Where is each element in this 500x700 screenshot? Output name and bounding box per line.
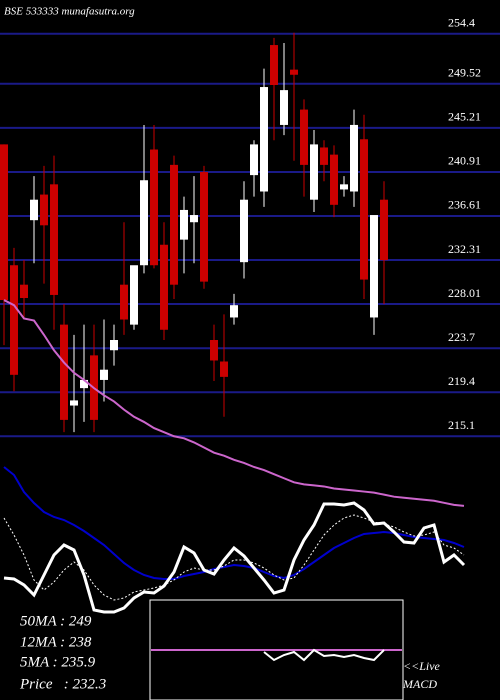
live-label: <<Live [403,659,441,673]
candle-body [260,87,268,192]
ma5-label: 5MA : 235.9 [20,654,96,670]
candle-body [210,340,218,361]
chart-title: BSE 533333 munafasutra.org [4,6,135,18]
candle-body [310,144,318,200]
candle-body [220,361,228,377]
candle-body [120,284,128,320]
grid: 254.4 249.52 245.21 240.91 236.61 232.31 228.0… [0,16,500,438]
candle-body [150,149,158,266]
inset [151,648,402,662]
candle-body [20,284,28,299]
candle-body [190,215,198,223]
ma50-label: 50MA : 249 [20,613,92,629]
candle-body [280,90,288,125]
candle-body [230,305,238,318]
y-tick-label: 249.52 [448,66,481,80]
candle-body [170,164,178,285]
candle-body [300,109,308,165]
candle-body [270,45,278,85]
candle-body [130,265,138,325]
candle-body [370,215,378,318]
candle-body [350,124,358,192]
y-tick-label: 240.91 [448,154,481,168]
candle-body [320,147,328,165]
y-tick-label: 223.7 [448,330,475,344]
y-tick-label: 236.61 [448,198,481,212]
candle-body [30,199,38,221]
marks [0,32,466,614]
candle-body [200,172,208,282]
candle-body [80,379,88,389]
y-tick-label: 215.1 [448,418,475,432]
candle-body [330,154,338,205]
y-tick-label: 254.4 [448,16,475,30]
macd-label: MACD [402,677,437,691]
indicator-line [3,501,466,614]
candle-body [100,369,108,380]
candle-body [70,400,78,406]
candle-body [360,139,368,280]
y-tick-label: 232.31 [448,242,481,256]
candle-body [290,69,298,75]
candle-body [40,194,48,226]
candle-body [160,244,168,330]
price-label: Price : 232.3 [19,676,106,692]
candle-body [380,199,388,261]
candle-body [180,209,188,240]
candle-body [110,340,118,351]
indicator-line [3,466,465,580]
candle-body [0,144,8,301]
y-tick-label: 219.4 [448,374,475,388]
ma12-label: 12MA : 238 [20,634,92,650]
y-tick-label: 228.01 [448,286,481,300]
indicator-line [3,514,465,601]
ma-line [3,299,465,507]
candle-body [60,324,68,420]
candle-body [50,184,58,295]
candle-body [340,184,348,190]
candle-body [10,265,18,375]
candle-body [140,180,148,266]
candle-body [240,199,248,263]
macd-line [263,648,385,662]
candle-body [250,144,258,176]
y-tick-label: 245.21 [448,110,481,124]
